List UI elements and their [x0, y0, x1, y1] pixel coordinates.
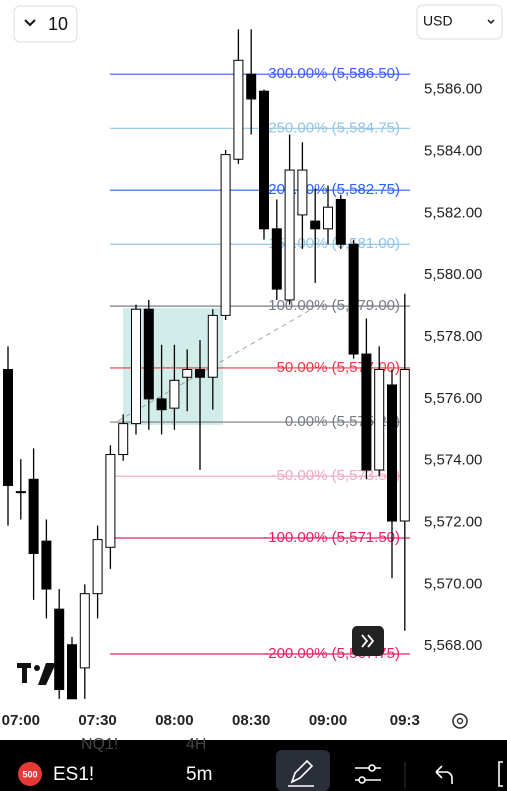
candle-body — [79, 593, 90, 669]
fib-label: 250.00% (5,584.75) — [268, 119, 400, 136]
pencil-icon — [288, 759, 314, 787]
candle-body — [335, 198, 346, 245]
candle-body — [156, 398, 167, 411]
candle-body — [92, 539, 103, 595]
x-tick-label: 09:00 — [309, 712, 347, 729]
candle-body — [105, 454, 116, 548]
y-tick-label: 5,578.00 — [424, 328, 482, 345]
currency-label: USD — [423, 13, 453, 29]
chevron — [487, 19, 495, 25]
slider-knob — [368, 764, 376, 772]
candle-body — [182, 369, 193, 378]
candle-body — [220, 154, 231, 316]
interval-button[interactable] — [13, 5, 78, 43]
draw-tool[interactable] — [276, 750, 330, 791]
time-labels: 07:00 07:30 08:00 08:30 09:00 09:3 — [2, 712, 420, 729]
fib-label: -50.00% (5,573.50) — [272, 467, 400, 484]
symbol-badge-text: 500 — [22, 769, 37, 779]
y-tick-label: 5,572.00 — [424, 514, 482, 531]
candle-body — [348, 243, 359, 355]
x-tick-label: 07:30 — [78, 712, 116, 729]
candle-body — [118, 423, 129, 456]
settings-icon[interactable] — [452, 713, 468, 729]
chevron — [24, 19, 36, 27]
candle-body — [246, 73, 257, 100]
y-tick-label: 5,570.00 — [424, 575, 482, 592]
slider-knob — [358, 776, 366, 784]
candle-body — [41, 540, 52, 590]
y-tick-label: 5,584.00 — [424, 142, 482, 159]
candle-body — [233, 59, 244, 160]
undo-icon[interactable] — [435, 765, 453, 784]
bottom-bar — [0, 740, 507, 791]
candle-body — [207, 314, 218, 378]
x-tick-label: 07:00 — [2, 712, 40, 729]
fib-label: 100.00% (5,579.00) — [268, 297, 400, 314]
candle-body — [399, 369, 410, 522]
candle-body — [15, 491, 26, 494]
tv-logo — [17, 663, 56, 685]
candle-body — [28, 478, 39, 554]
y-tick-label: 5,580.00 — [424, 266, 482, 283]
x-tick-label: 09:3 — [390, 712, 420, 729]
interval-label: 10 — [48, 14, 68, 34]
candle-body — [54, 608, 65, 691]
fib-label: -100.00% (5,571.50) — [263, 529, 400, 546]
timeframe[interactable]: 5m — [186, 764, 212, 785]
more-icon[interactable] — [498, 761, 503, 787]
y-tick-label: 5,576.00 — [424, 390, 482, 407]
candle-body — [374, 369, 385, 471]
candle-body — [259, 90, 269, 230]
candle-body — [3, 369, 13, 486]
price-axis: 5,568.00 5,570.00 5,572.00 5,574.00 5,576.00… — [416, 81, 482, 654]
candle-body — [361, 353, 372, 471]
candle-body — [271, 228, 282, 290]
x-tick-label: 08:00 — [155, 712, 193, 729]
fib-label: 150.00% (5,581.00) — [268, 235, 400, 252]
double-chevron — [361, 634, 375, 648]
candle-body — [143, 308, 154, 400]
symbol[interactable]: ES1! — [53, 764, 94, 785]
fib-label: 300.00% (5,586.50) — [268, 65, 400, 82]
y-tick-label: 5,568.00 — [424, 637, 482, 654]
currency-button[interactable] — [416, 4, 503, 40]
time-axis — [0, 703, 507, 740]
y-tick-label: 5,574.00 — [424, 452, 482, 469]
candle-body — [169, 379, 180, 409]
x-tick-label: 08:30 — [232, 712, 270, 729]
y-tick-label: 5,582.00 — [424, 204, 482, 221]
candle-body — [131, 308, 141, 425]
candle-body — [297, 169, 308, 216]
plot-area: 300.00% (5,586.50)250.00% (5,584.75)200.… — [3, 29, 410, 700]
candle-body — [67, 644, 77, 700]
candle-body — [195, 369, 205, 378]
candle-body — [323, 206, 333, 230]
ghost-symbol: NQ1! — [81, 736, 118, 753]
symbol-badge — [18, 762, 42, 786]
candle-body — [310, 220, 321, 230]
y-tick-label: 5,586.00 — [424, 81, 482, 98]
candle-body — [284, 169, 295, 301]
ghost-timeframe: 4H — [186, 736, 206, 753]
candle-body — [387, 384, 397, 522]
